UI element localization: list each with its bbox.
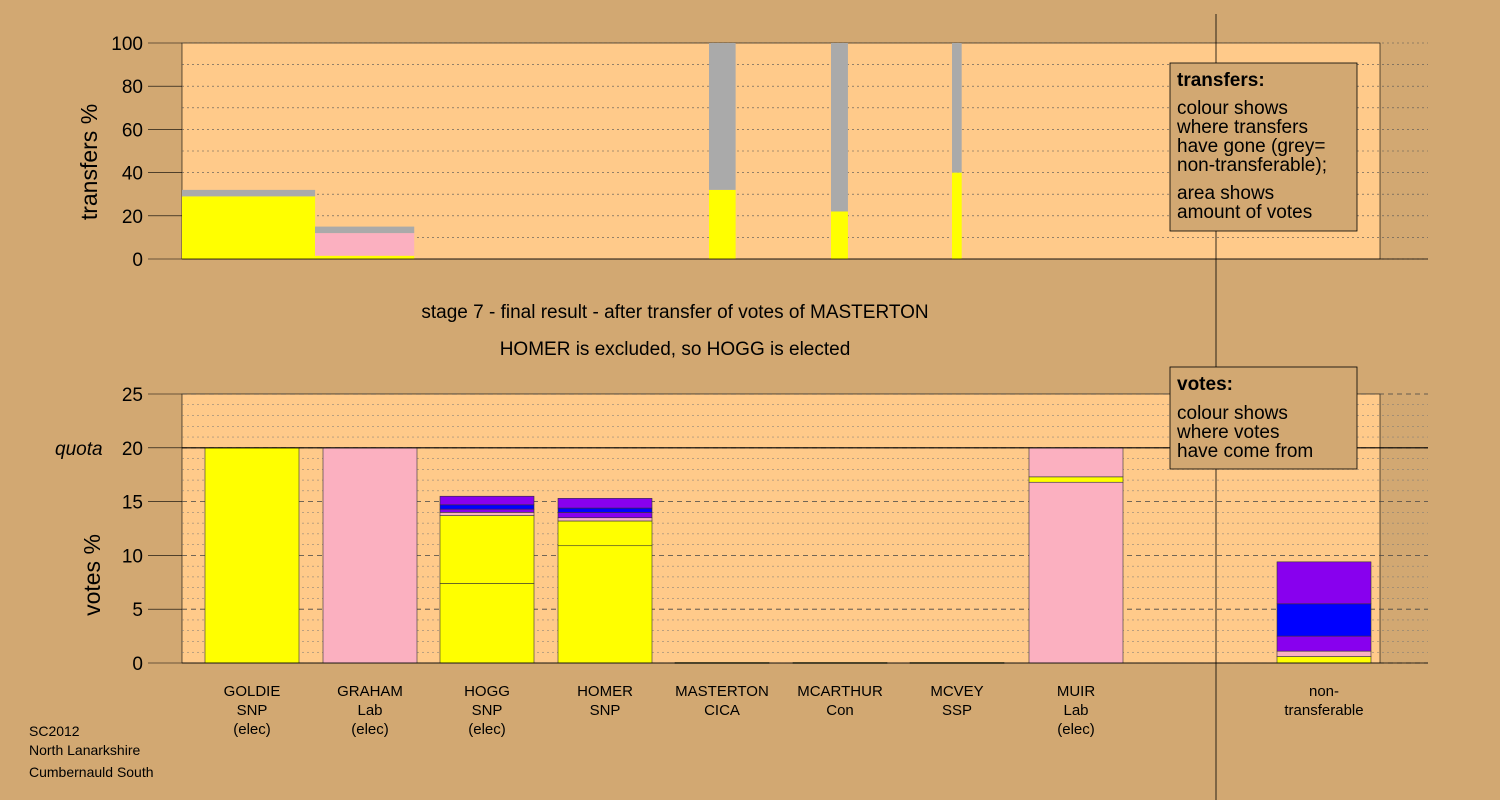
transfers-y-tick-label: 0 — [132, 250, 143, 271]
transfers-y-tick-label: 60 — [122, 120, 143, 141]
votes-bar-segment-goldie — [204, 447, 300, 664]
votes-y-tick-label: 25 — [122, 385, 143, 406]
stage-subtitle: HOMER is excluded, so HOGG is elected — [500, 339, 851, 360]
votes-y-tick-label: 0 — [132, 654, 143, 675]
votes-bar-segment-homer — [557, 512, 653, 519]
transfers-legend-line: area shows — [1177, 183, 1274, 204]
transfers-y-tick-label: 40 — [122, 164, 143, 185]
transfers-legend-line: non-transferable); — [1177, 155, 1327, 176]
transfers-bar-segment-masterton — [709, 189, 736, 259]
transfers-legend: transfers: colour shows where transfers … — [1169, 62, 1358, 232]
transfers-bar-segment-mcvey — [952, 172, 962, 259]
candidate-label: MUIR — [1057, 683, 1095, 700]
votes-bar-segment-non — [1276, 603, 1372, 637]
votes-y-tick-label: 20 — [122, 439, 143, 460]
candidate-label: SNP — [472, 702, 503, 719]
candidate-label: SSP — [942, 702, 972, 719]
votes-bar-segment-muir — [1028, 476, 1124, 483]
candidate-label: GRAHAM — [337, 683, 403, 700]
candidate-label: (elec) — [1057, 721, 1095, 738]
candidate-label: MCVEY — [930, 683, 983, 700]
votes-bar-segment-hogg — [439, 512, 535, 516]
votes-y-tick-label: 15 — [122, 493, 143, 514]
votes-bars — [204, 447, 1372, 664]
footer-year: SC2012 — [29, 723, 80, 739]
candidate-label: HOGG — [464, 683, 510, 700]
votes-bar-segment-hogg — [439, 515, 535, 584]
transfers-legend-line: where transfers — [1176, 117, 1308, 138]
votes-legend-line: where votes — [1176, 422, 1279, 443]
candidate-label: (elec) — [468, 721, 506, 738]
votes-y-tick-label: 10 — [122, 546, 143, 567]
footer-council: North Lanarkshire — [29, 742, 140, 758]
votes-bar-segment-homer — [557, 520, 653, 547]
candidate-label: MCARTHUR — [797, 683, 883, 700]
votes-bar-segment-homer — [557, 545, 653, 664]
candidate-label: non- — [1309, 683, 1339, 700]
stage-title: stage 7 - final result - after transfer … — [421, 302, 928, 323]
candidate-label: GOLDIE — [224, 683, 281, 700]
transfers-bar-segment-goldie — [182, 196, 316, 259]
transfers-y-tick-label: 80 — [122, 77, 143, 98]
votes-bar-segment-homer — [557, 498, 653, 509]
candidate-label: SNP — [590, 702, 621, 719]
candidate-label: (elec) — [233, 721, 271, 738]
transfers-bar-segment-graham — [315, 255, 415, 259]
votes-bar-segment-muir — [1028, 481, 1124, 664]
transfers-bar-segment-mcvey — [952, 43, 962, 173]
quota-label: quota — [55, 439, 103, 460]
votes-bar-segment-graham — [322, 447, 418, 664]
candidate-label: transferable — [1284, 702, 1363, 719]
votes-legend-line: colour shows — [1177, 403, 1288, 424]
transfers-legend-title: transfers: — [1177, 70, 1265, 91]
votes-bar-segment-hogg — [439, 495, 535, 506]
candidate-label: Lab — [357, 702, 382, 719]
votes-bar-segment-non — [1276, 656, 1372, 664]
candidate-label: SNP — [237, 702, 268, 719]
candidate-label: HOMER — [577, 683, 633, 700]
votes-bar-segment-hogg — [439, 504, 535, 510]
transfers-legend-line: colour shows — [1177, 98, 1288, 119]
transfers-bar-segment-goldie — [182, 189, 316, 197]
votes-bar-segment-non — [1276, 650, 1372, 657]
transfers-bar-segment-mcarthur — [831, 43, 848, 212]
footer-ward: Cumbernauld South — [29, 764, 154, 780]
transfers-y-axis-label: transfers % — [76, 104, 102, 220]
transfers-legend-line: amount of votes — [1177, 202, 1312, 223]
votes-bar-segment-muir — [1028, 447, 1124, 478]
votes-legend-line: have come from — [1177, 441, 1313, 462]
votes-bar-segment-hogg — [439, 583, 535, 664]
transfers-bar-segment-masterton — [709, 43, 736, 190]
candidate-label: Con — [826, 702, 854, 719]
transfers-bar-segment-graham — [315, 233, 415, 256]
transfers-legend-line: have gone (grey= — [1177, 136, 1325, 157]
candidate-label: Lab — [1063, 702, 1088, 719]
votes-legend-title: votes: — [1177, 374, 1233, 395]
transfers-y-axis: 0 20 40 60 80 100 — [111, 34, 1428, 271]
candidate-label: (elec) — [351, 721, 389, 738]
transfers-y-tick-label: 20 — [122, 207, 143, 228]
candidate-labels: GOLDIE SNP (elec) GRAHAM Lab (elec) HOGG SNP (el… — [224, 683, 1364, 738]
transfers-y-tick-label: 100 — [111, 34, 143, 55]
candidate-label: MASTERTON — [675, 683, 769, 700]
candidate-label: CICA — [704, 702, 740, 719]
votes-bar-segment-hogg — [439, 508, 535, 513]
votes-bar-segment-non — [1276, 635, 1372, 652]
votes-bar-segment-homer — [557, 507, 653, 513]
votes-legend: votes: colour shows where votes have com… — [1169, 366, 1358, 470]
votes-y-tick-label: 5 — [132, 600, 143, 621]
transfers-bar-segment-mcarthur — [831, 211, 848, 259]
transfers-bar-segment-graham — [315, 226, 415, 234]
votes-bar-segment-homer — [557, 517, 653, 522]
votes-bar-segment-non — [1276, 561, 1372, 605]
transfers-bars — [182, 43, 962, 259]
votes-y-axis-label: votes % — [79, 534, 105, 616]
